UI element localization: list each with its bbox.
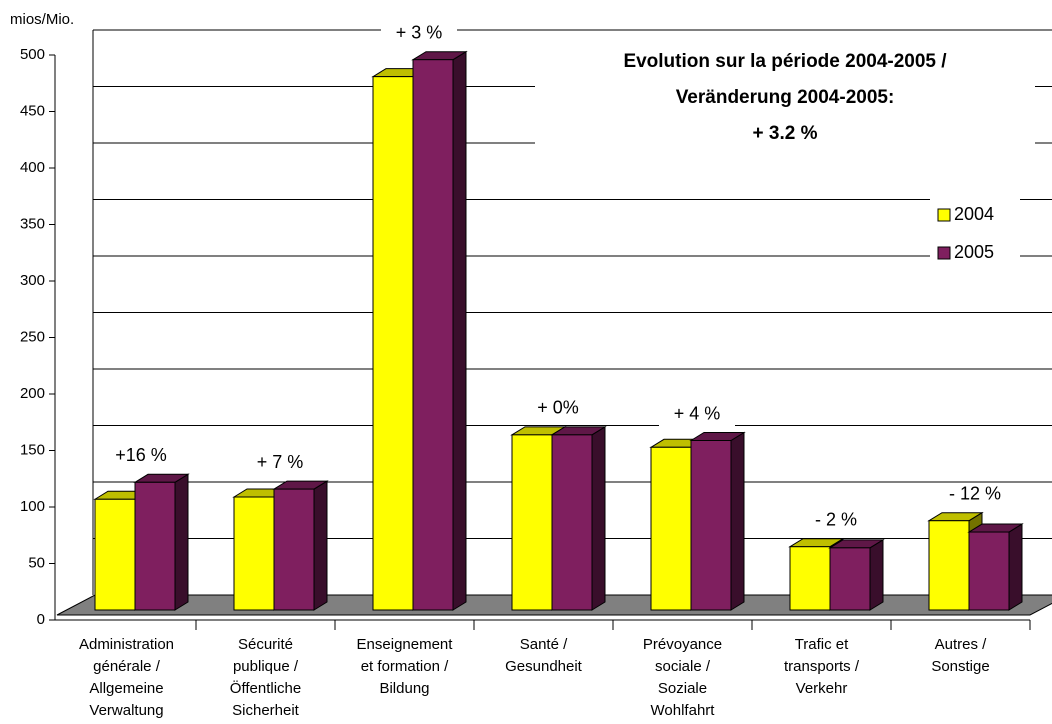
x-tick-label: générale / — [93, 658, 161, 675]
bar — [690, 440, 732, 611]
bar — [511, 434, 553, 611]
bar — [789, 546, 831, 611]
chart-title: + 3.2 % — [753, 123, 818, 144]
annotation: - 12 % — [949, 483, 1001, 503]
y-tick-label: 350 — [20, 215, 45, 232]
legend-swatch — [937, 208, 951, 222]
annotation-bg — [103, 444, 179, 469]
x-tick-label: Autres / — [935, 636, 988, 653]
chart-title: Evolution sur la période 2004-2005 / — [623, 51, 947, 72]
x-tick-label: Verkehr — [796, 680, 848, 697]
annotation-bg — [520, 396, 596, 421]
bar — [928, 520, 970, 611]
bar-side — [313, 480, 328, 611]
x-tick-label: sociale / — [655, 658, 711, 675]
x-tick-label: Gesundheit — [505, 658, 583, 675]
x-tick-label: Öffentliche — [230, 679, 301, 697]
y-tick-label: 100 — [20, 498, 45, 515]
bar — [412, 59, 454, 611]
bar — [551, 434, 593, 611]
x-tick-label: Administration — [79, 636, 174, 653]
x-tick-label: Enseignement — [357, 636, 454, 653]
annotation-bg — [798, 508, 874, 533]
x-tick-label: Sonstige — [931, 658, 989, 675]
bar — [650, 446, 692, 611]
x-tick-label: Soziale — [658, 680, 707, 697]
x-tick-label: Verwaltung — [89, 702, 163, 719]
bar — [233, 496, 275, 611]
y-tick-label: 200 — [20, 385, 45, 402]
bar — [94, 498, 136, 611]
annotation-bg — [659, 402, 735, 427]
x-tick-label: et formation / — [361, 658, 449, 675]
bar-side — [869, 538, 884, 611]
chart-title: Veränderung 2004-2005: — [676, 87, 895, 108]
y-tick-label: 500 — [20, 46, 45, 63]
annotation-bg — [242, 451, 318, 476]
bar — [273, 488, 315, 611]
y-tick-label: 50 — [28, 554, 45, 571]
annotation: + 4 % — [674, 403, 721, 423]
y-axis-label: mios/Mio. — [10, 11, 74, 28]
y-tick-label: 250 — [20, 328, 45, 345]
y-tick-label: 300 — [20, 272, 45, 289]
bar — [829, 547, 871, 611]
bar-side — [452, 50, 467, 611]
bar — [372, 76, 414, 611]
x-tick-label: transports / — [784, 658, 860, 675]
x-tick-label: Wohlfahrt — [651, 702, 716, 719]
bar — [134, 481, 176, 611]
x-tick-label: Prévoyance — [643, 636, 722, 653]
x-tick-label: Sicherheit — [232, 702, 300, 719]
y-tick-label: 450 — [20, 102, 45, 119]
x-tick-label: Trafic et — [795, 636, 849, 653]
legend-label: 2005 — [954, 242, 994, 262]
y-tick-label: 0 — [37, 611, 45, 628]
annotation-bg — [381, 21, 457, 46]
x-tick-label: Allgemeine — [89, 680, 163, 697]
y-tick-label: 400 — [20, 159, 45, 176]
x-tick-label: Santé / — [520, 636, 568, 653]
annotation: + 0% — [537, 398, 579, 418]
annotation-bg — [937, 482, 1013, 507]
bar-side — [730, 431, 745, 611]
x-tick-label: Sécurité — [238, 636, 293, 653]
legend-swatch — [937, 246, 951, 260]
bar — [968, 531, 1010, 611]
x-tick-label: Bildung — [379, 680, 429, 697]
annotation: + 7 % — [257, 452, 304, 472]
legend-label: 2004 — [954, 204, 994, 224]
x-tick-label: publique / — [233, 658, 299, 675]
annotation: - 2 % — [815, 509, 857, 529]
annotation: + 3 % — [396, 22, 443, 42]
bar-side — [174, 473, 189, 611]
bar-side — [591, 425, 606, 611]
title-bg — [535, 42, 1035, 152]
annotation: +16 % — [115, 445, 167, 465]
bar-side — [1008, 523, 1023, 611]
y-tick-label: 150 — [20, 441, 45, 458]
